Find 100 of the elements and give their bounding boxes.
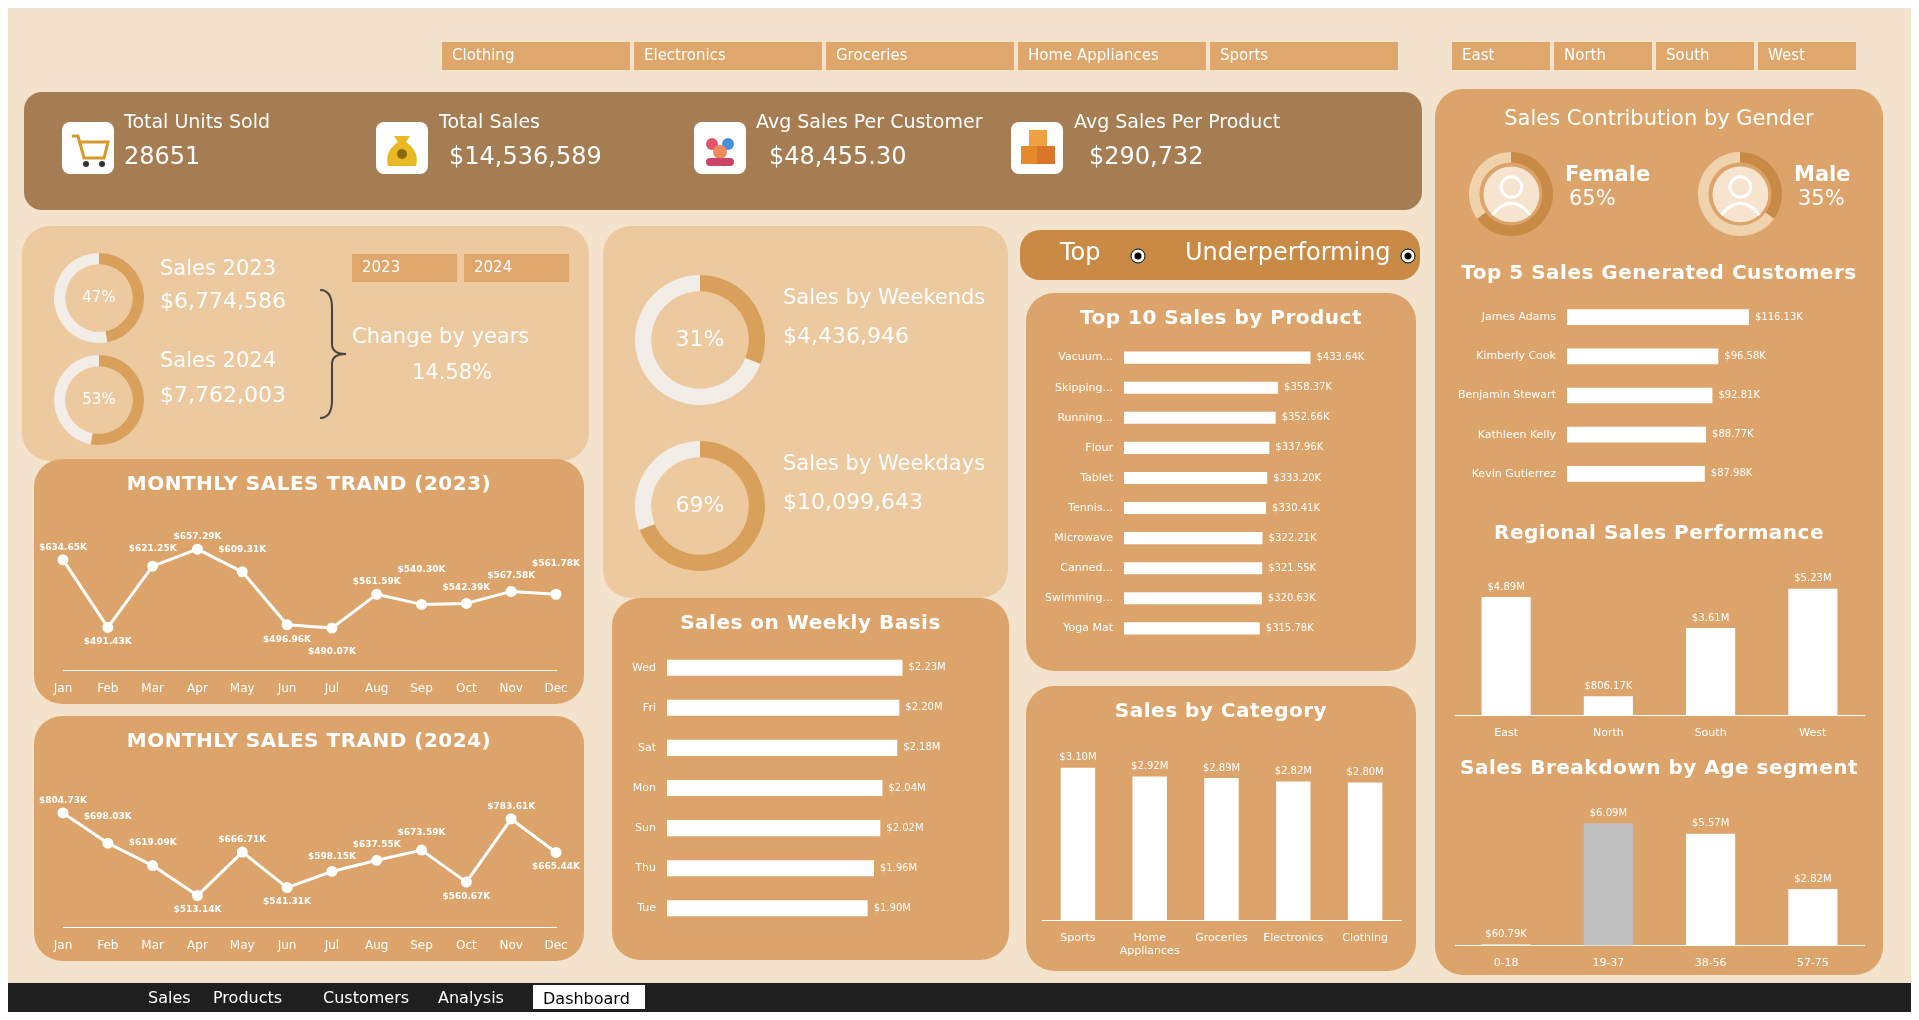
data-label: $352.66K bbox=[1281, 411, 1330, 423]
data-label: $116.13K bbox=[1754, 310, 1803, 322]
data-label: $87.98K bbox=[1710, 467, 1753, 479]
x-tick-label: 0-18 bbox=[1493, 956, 1519, 970]
data-label: $567.58K bbox=[486, 570, 536, 581]
y-tick-label: Fri bbox=[642, 700, 656, 714]
y-tick-label: Running... bbox=[1056, 410, 1113, 424]
data-label: $496.96K bbox=[262, 633, 312, 644]
y-tick-label: Yoga Mat bbox=[1061, 621, 1114, 635]
data-label: $637.55K bbox=[352, 838, 402, 849]
x-tick-label: Electronics bbox=[1262, 931, 1324, 945]
data-label: $561.59K bbox=[352, 576, 402, 587]
y-tick-label: Thu bbox=[633, 861, 656, 875]
point bbox=[415, 598, 427, 610]
y-tick-label: Tue bbox=[635, 901, 656, 915]
chart-title: Top 10 Sales by Product bbox=[1078, 304, 1363, 331]
text: Underperforming bbox=[1185, 238, 1391, 266]
bar bbox=[1583, 823, 1633, 946]
text: $290,732 bbox=[1089, 142, 1204, 170]
y-tick-label: Canned... bbox=[1059, 561, 1113, 575]
bar bbox=[1123, 411, 1276, 424]
bar bbox=[666, 699, 899, 716]
x-tick-label: Nov bbox=[498, 680, 523, 695]
data-label: $698.03K bbox=[83, 810, 133, 821]
data-label: $2.80M bbox=[1345, 766, 1384, 778]
x-tick-label: May bbox=[229, 680, 255, 695]
bar bbox=[666, 820, 880, 837]
y-tick-label: Mon bbox=[632, 780, 656, 794]
point bbox=[281, 619, 293, 631]
text: 2024 bbox=[464, 254, 569, 282]
text: Products bbox=[213, 988, 283, 1007]
data-label: $2.89M bbox=[1202, 761, 1240, 773]
point bbox=[57, 554, 68, 566]
y-tick-label: James Adams bbox=[1480, 310, 1556, 324]
chart-title: Regional Sales Performance bbox=[1493, 519, 1825, 546]
data-label: $2.18M bbox=[902, 741, 940, 753]
data-label: $6.09M bbox=[1589, 806, 1627, 818]
bar bbox=[666, 659, 902, 676]
x-tick-label: Sep bbox=[409, 680, 433, 695]
point bbox=[550, 588, 561, 600]
x-tick-label: Mar bbox=[140, 937, 164, 952]
data-label: $320.63K bbox=[1267, 591, 1316, 603]
point bbox=[236, 566, 248, 578]
data-label: 53% bbox=[82, 389, 116, 408]
text: $7,762,003 bbox=[160, 382, 286, 407]
point bbox=[57, 807, 68, 819]
data-label: $540.30K bbox=[397, 564, 447, 575]
data-label: $665.44K bbox=[531, 861, 581, 872]
x-tick-label: West bbox=[1798, 726, 1827, 740]
text: Total Sales bbox=[439, 110, 540, 132]
x-tick-label: Jun bbox=[276, 680, 296, 695]
text: Change by years bbox=[352, 324, 530, 348]
data-label: $92.81K bbox=[1717, 389, 1760, 401]
point bbox=[505, 813, 517, 825]
text: 14.58% bbox=[412, 360, 493, 384]
x-tick-label: Jan bbox=[52, 680, 72, 695]
bar bbox=[666, 779, 882, 797]
text: Electronics bbox=[634, 42, 822, 70]
bar bbox=[1566, 387, 1712, 404]
bar bbox=[1060, 767, 1095, 921]
point bbox=[191, 890, 203, 902]
point bbox=[325, 865, 337, 877]
text: South bbox=[1656, 42, 1754, 70]
y-tick-label: Tablet bbox=[1078, 470, 1114, 484]
y-tick-label: Skipping... bbox=[1054, 380, 1113, 394]
data-label: $358.37K bbox=[1283, 381, 1332, 393]
point bbox=[370, 588, 382, 600]
data-label: 47% bbox=[82, 287, 116, 306]
x-tick-label: East bbox=[1493, 726, 1519, 740]
bar bbox=[666, 739, 897, 756]
data-label: $321.55K bbox=[1267, 561, 1317, 573]
x-tick-label: Sports bbox=[1059, 931, 1096, 945]
text: 28651 bbox=[124, 142, 201, 170]
bar bbox=[1123, 532, 1263, 545]
bar bbox=[1203, 778, 1239, 921]
x-tick-label: Jul bbox=[323, 680, 339, 695]
text: $48,455.30 bbox=[769, 142, 907, 170]
x-tick-label: 19-37 bbox=[1591, 956, 1624, 970]
y-tick-label: Vacuum... bbox=[1057, 350, 1113, 364]
text: Analysis bbox=[438, 988, 504, 1007]
bar bbox=[1566, 348, 1718, 365]
bar bbox=[1685, 833, 1735, 946]
y-tick-label: Kathleen Kelly bbox=[1477, 427, 1556, 441]
bar bbox=[666, 900, 868, 917]
point bbox=[146, 860, 158, 872]
data-label: $561.78K bbox=[531, 558, 581, 569]
x-tick-label: Nov bbox=[498, 937, 523, 952]
point bbox=[146, 560, 158, 572]
x-tick-label: Feb bbox=[96, 937, 118, 952]
data-label: $2.82M bbox=[1793, 872, 1832, 884]
data-label: $619.09K bbox=[128, 837, 178, 848]
text: Home Appliances bbox=[1018, 42, 1206, 70]
data-label: $2.92M bbox=[1130, 760, 1168, 772]
x-tick-label: Feb bbox=[96, 680, 118, 695]
y-tick-label: Microwave bbox=[1053, 530, 1113, 544]
point bbox=[460, 597, 472, 609]
data-label: $490.07K bbox=[307, 645, 357, 656]
y-tick-label: Swimming... bbox=[1044, 591, 1113, 605]
point bbox=[460, 876, 472, 888]
x-tick-label: Jul bbox=[323, 937, 339, 952]
